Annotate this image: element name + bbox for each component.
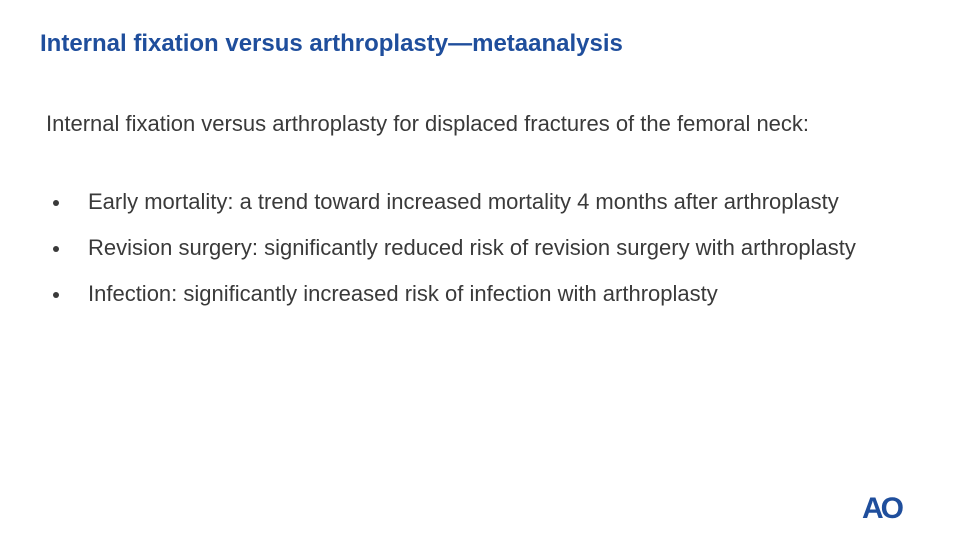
bullet-item: Revision surgery: significantly reduced … bbox=[46, 231, 906, 265]
bullet-dot bbox=[53, 246, 59, 252]
bullet-text: Revision surgery: significantly reduced … bbox=[88, 235, 856, 260]
bullet-list: Early mortality: a trend toward increase… bbox=[46, 185, 906, 323]
bullet-item: Infection: significantly increased risk … bbox=[46, 277, 906, 311]
bullet-text: Infection: significantly increased risk … bbox=[88, 281, 718, 306]
slide-title: Internal fixation versus arthroplasty—me… bbox=[40, 30, 623, 57]
bullet-item: Early mortality: a trend toward increase… bbox=[46, 185, 906, 219]
bullet-text: Early mortality: a trend toward increase… bbox=[88, 189, 839, 214]
bullet-dot bbox=[53, 200, 59, 206]
bullet-dot bbox=[53, 292, 59, 298]
logo: AO bbox=[862, 492, 904, 525]
intro-text: Internal fixation versus arthroplasty fo… bbox=[46, 111, 810, 136]
